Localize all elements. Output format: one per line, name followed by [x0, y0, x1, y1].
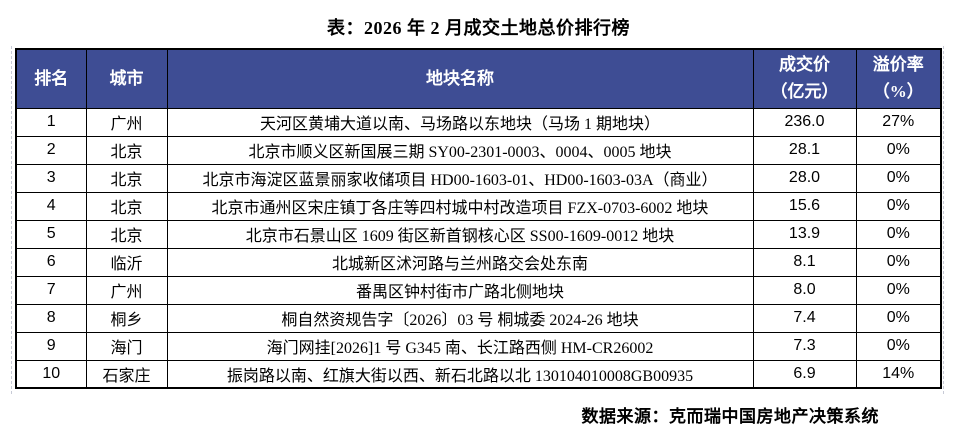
city-cell: 石家庄 [85, 359, 168, 389]
table-row: 8 桐乡 桐自然资规告字〔2026〕03 号 桐城委 2024-26 地块 7.… [15, 303, 942, 333]
premium-cell: 0% [855, 163, 942, 193]
city-cell: 广州 [85, 275, 168, 305]
rank-cell: 3 [15, 163, 87, 193]
rank-cell: 4 [15, 191, 87, 221]
city-cell: 北京 [85, 135, 168, 165]
col-header-price: 成交价 （亿元） [752, 48, 857, 109]
table-row: 9 海门 海门网挂[2026]1 号 G345 南、长江路西侧 HM-CR260… [15, 331, 942, 361]
premium-cell: 14% [855, 359, 942, 389]
land-price-ranking-table: 排名 城市 地块名称 成交价 （亿元） 溢价率 （%） 1 广州 天河区黄埔大道… [15, 48, 942, 389]
col-header-price-line1: 成交价 [779, 55, 830, 75]
price-cell: 13.9 [752, 219, 857, 249]
premium-cell: 0% [855, 135, 942, 165]
premium-cell: 0% [855, 219, 942, 249]
premium-cell: 0% [855, 247, 942, 277]
premium-cell: 0% [855, 331, 942, 361]
table-row: 7 广州 番禺区钟村街市广路北侧地块 8.0 0% [15, 275, 942, 305]
col-header-city: 城市 [85, 48, 168, 109]
plot-cell: 北京市通州区宋庄镇丁各庄等四村城中村改造项目 FZX-0703-6002 地块 [166, 191, 754, 221]
rank-cell: 7 [15, 275, 87, 305]
page-break-guide-left [11, 46, 12, 394]
city-cell: 临沂 [85, 247, 168, 277]
col-header-premium: 溢价率 （%） [855, 48, 942, 109]
plot-cell: 海门网挂[2026]1 号 G345 南、长江路西侧 HM-CR26002 [166, 331, 754, 361]
data-source-note: 数据来源：克而瑞中国房地产决策系统 [581, 407, 879, 426]
premium-cell: 0% [855, 303, 942, 333]
plot-cell: 天河区黄埔大道以南、马场路以东地块（马场 1 期地块） [166, 107, 754, 137]
rank-cell: 1 [15, 107, 87, 137]
price-cell: 8.0 [752, 275, 857, 305]
price-cell: 28.1 [752, 135, 857, 165]
city-cell: 海门 [85, 331, 168, 361]
price-cell: 28.0 [752, 163, 857, 193]
plot-cell: 北城新区沭河路与兰州路交会处东南 [166, 247, 754, 277]
plot-cell: 北京市海淀区蓝景丽家收储项目 HD00-1603-01、HD00-1603-03… [166, 163, 754, 193]
premium-cell: 0% [855, 275, 942, 305]
plot-cell: 振岗路以南、红旗大街以西、新石北路以北 130104010008GB00935 [166, 359, 754, 389]
rank-cell: 9 [15, 331, 87, 361]
plot-cell: 北京市石景山区 1609 街区新首钢核心区 SS00-1609-0012 地块 [166, 219, 754, 249]
table-row: 2 北京 北京市顺义区新国展三期 SY00-2301-0003、0004、000… [15, 135, 942, 165]
city-cell: 广州 [85, 107, 168, 137]
city-cell: 桐乡 [85, 303, 168, 333]
table-row: 6 临沂 北城新区沭河路与兰州路交会处东南 8.1 0% [15, 247, 942, 277]
rank-cell: 8 [15, 303, 87, 333]
page-break-guide-right [943, 46, 944, 394]
table-row: 4 北京 北京市通州区宋庄镇丁各庄等四村城中村改造项目 FZX-0703-600… [15, 191, 942, 221]
city-cell: 北京 [85, 219, 168, 249]
plot-cell: 北京市顺义区新国展三期 SY00-2301-0003、0004、0005 地块 [166, 135, 754, 165]
premium-cell: 0% [855, 191, 942, 221]
price-cell: 7.4 [752, 303, 857, 333]
col-header-premium-line2: （%） [872, 81, 924, 101]
table-row: 1 广州 天河区黄埔大道以南、马场路以东地块（马场 1 期地块） 236.0 2… [15, 107, 942, 137]
rank-cell: 6 [15, 247, 87, 277]
price-cell: 236.0 [752, 107, 857, 137]
col-header-plot: 地块名称 [166, 48, 754, 109]
price-cell: 15.6 [752, 191, 857, 221]
table-row: 3 北京 北京市海淀区蓝景丽家收储项目 HD00-1603-01、HD00-16… [15, 163, 942, 193]
page-title: 表：2026 年 2 月成交土地总价排行榜 [327, 18, 630, 38]
city-cell: 北京 [85, 191, 168, 221]
rank-cell: 2 [15, 135, 87, 165]
col-header-rank: 排名 [15, 48, 87, 109]
rank-cell: 10 [15, 359, 87, 389]
price-cell: 6.9 [752, 359, 857, 389]
price-cell: 8.1 [752, 247, 857, 277]
plot-cell: 桐自然资规告字〔2026〕03 号 桐城委 2024-26 地块 [166, 303, 754, 333]
city-cell: 北京 [85, 163, 168, 193]
table-row: 10 石家庄 振岗路以南、红旗大街以西、新石北路以北 130104010008G… [15, 359, 942, 389]
plot-cell: 番禺区钟村街市广路北侧地块 [166, 275, 754, 305]
rank-cell: 5 [15, 219, 87, 249]
premium-cell: 27% [855, 107, 942, 137]
price-cell: 7.3 [752, 331, 857, 361]
table-header-row: 排名 城市 地块名称 成交价 （亿元） 溢价率 （%） [15, 48, 942, 109]
col-header-premium-line1: 溢价率 [872, 55, 924, 75]
col-header-price-line2: （亿元） [770, 81, 839, 101]
table-row: 5 北京 北京市石景山区 1609 街区新首钢核心区 SS00-1609-001… [15, 219, 942, 249]
